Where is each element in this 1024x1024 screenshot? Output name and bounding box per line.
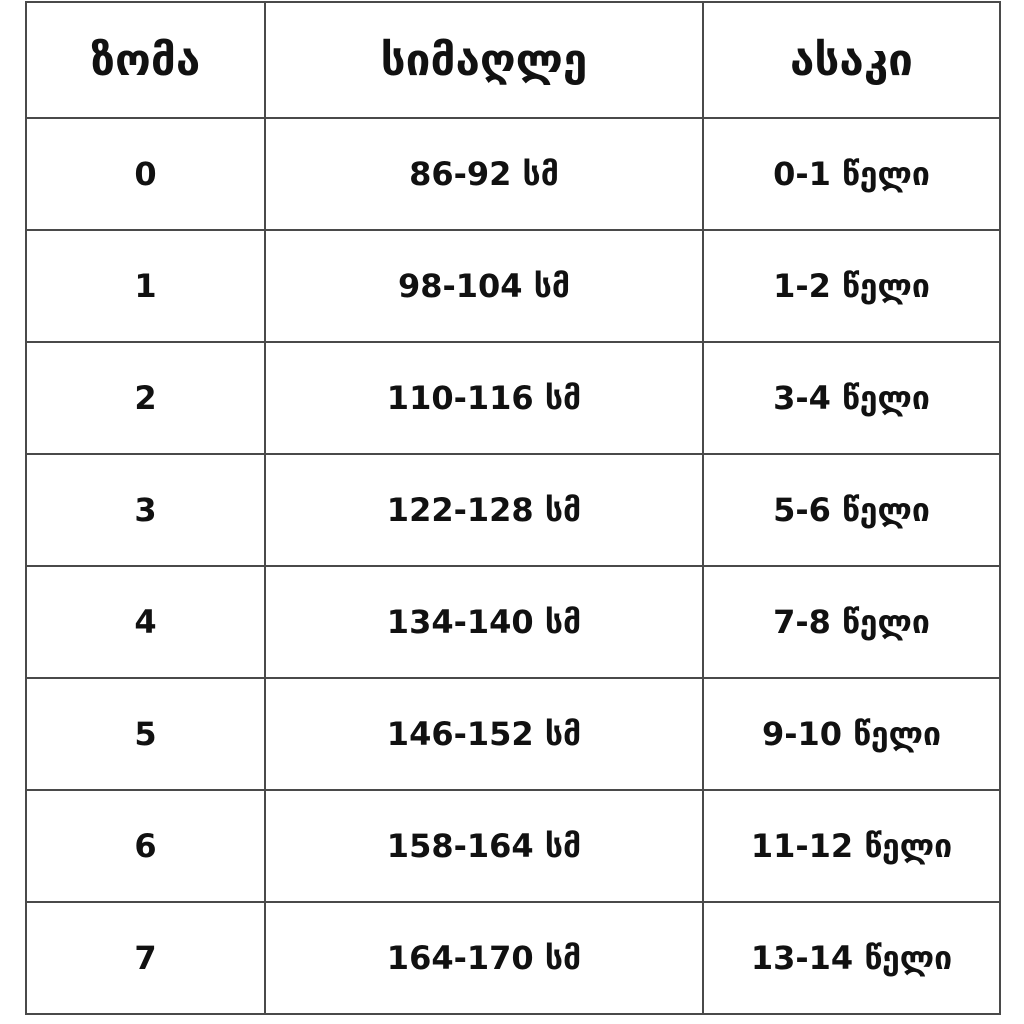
size-cell: 2: [25, 341, 266, 455]
size-cell: 4: [25, 565, 266, 679]
height-cell: 164-170 სმ: [264, 901, 704, 1015]
table-row: 3 122-128 სმ 5-6 წელი: [25, 453, 1001, 567]
header-age: ასაკი: [702, 1, 1001, 119]
header-row: ზომა სიმაღლე ასაკი: [25, 1, 1001, 119]
height-cell: 86-92 სმ: [264, 117, 704, 231]
header-size: ზომა: [25, 1, 266, 119]
size-cell: 3: [25, 453, 266, 567]
size-chart-table: ზომა სიმაღლე ასაკი 0 86-92 სმ 0-1 წელი 1 98-…: [25, 1, 1001, 1015]
size-cell: 0: [25, 117, 266, 231]
table-row: 5 146-152 სმ 9-10 წელი: [25, 677, 1001, 791]
size-cell: 5: [25, 677, 266, 791]
size-cell: 7: [25, 901, 266, 1015]
age-cell: 13-14 წელი: [702, 901, 1001, 1015]
size-cell: 1: [25, 229, 266, 343]
height-cell: 134-140 სმ: [264, 565, 704, 679]
age-cell: 1-2 წელი: [702, 229, 1001, 343]
age-cell: 0-1 წელი: [702, 117, 1001, 231]
table-row: 4 134-140 სმ 7-8 წელი: [25, 565, 1001, 679]
age-cell: 9-10 წელი: [702, 677, 1001, 791]
height-cell: 122-128 სმ: [264, 453, 704, 567]
age-cell: 7-8 წელი: [702, 565, 1001, 679]
table-row: 6 158-164 სმ 11-12 წელი: [25, 789, 1001, 903]
age-cell: 11-12 წელი: [702, 789, 1001, 903]
table-row: 1 98-104 სმ 1-2 წელი: [25, 229, 1001, 343]
age-cell: 5-6 წელი: [702, 453, 1001, 567]
table-row: 0 86-92 სმ 0-1 წელი: [25, 117, 1001, 231]
table-row: 7 164-170 სმ 13-14 წელი: [25, 901, 1001, 1015]
height-cell: 110-116 სმ: [264, 341, 704, 455]
height-cell: 158-164 სმ: [264, 789, 704, 903]
age-cell: 3-4 წელი: [702, 341, 1001, 455]
header-height: სიმაღლე: [264, 1, 704, 119]
table-row: 2 110-116 სმ 3-4 წელი: [25, 341, 1001, 455]
size-cell: 6: [25, 789, 266, 903]
height-cell: 98-104 სმ: [264, 229, 704, 343]
height-cell: 146-152 სმ: [264, 677, 704, 791]
